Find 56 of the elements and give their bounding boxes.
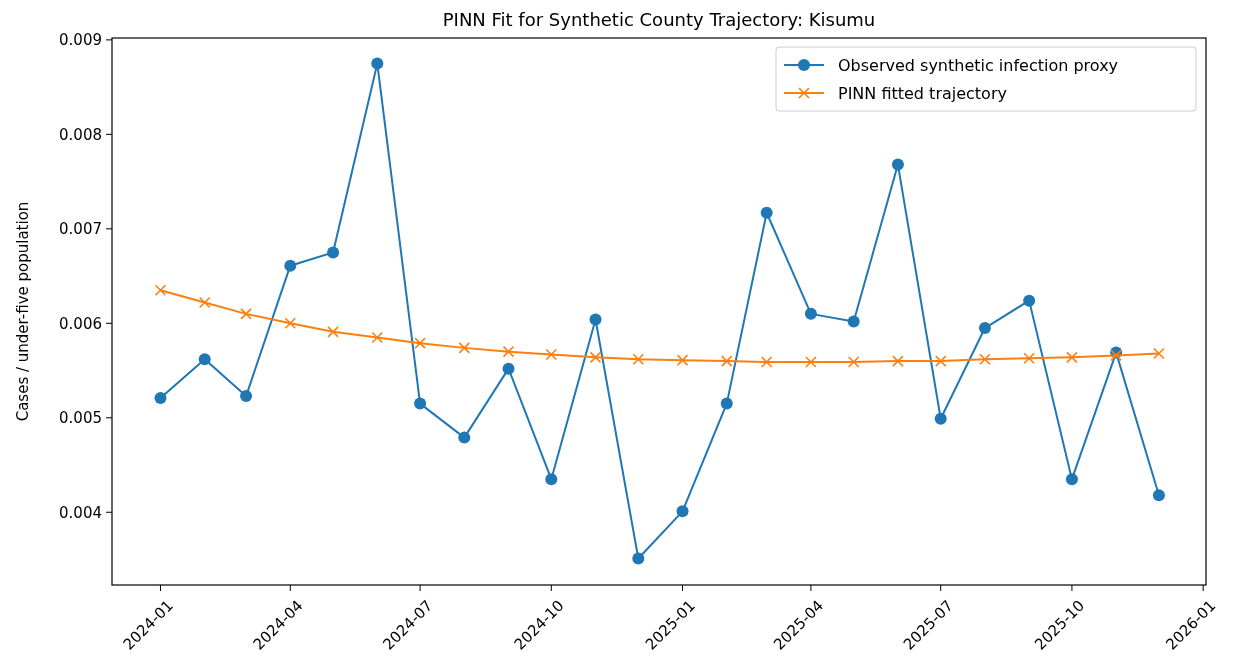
point (240, 390, 253, 403)
y-tick-label: 0.006 (59, 314, 102, 333)
point (589, 313, 602, 326)
point (458, 342, 471, 354)
point (502, 362, 515, 375)
point (545, 348, 558, 361)
point (720, 397, 733, 410)
point (371, 331, 384, 344)
point (632, 552, 645, 565)
point (154, 391, 167, 404)
point (198, 296, 211, 309)
point (979, 353, 991, 366)
point (154, 284, 167, 297)
point (1065, 473, 1078, 486)
point (892, 355, 904, 367)
point (198, 353, 211, 366)
point (891, 158, 904, 171)
point (1023, 294, 1036, 307)
y-tick-label: 0.009 (59, 31, 102, 50)
point (676, 354, 689, 366)
point (284, 317, 297, 330)
y-tick-label: 0.004 (59, 503, 102, 522)
point (934, 355, 947, 367)
y-tick-label: 0.005 (59, 409, 102, 428)
y-tick-label: 0.008 (59, 125, 102, 144)
point (805, 356, 817, 368)
point (327, 246, 340, 259)
legend-label: PINN fitted trajectory (838, 83, 1007, 103)
point (458, 431, 471, 444)
point (847, 356, 860, 368)
point (632, 353, 645, 366)
point (720, 355, 733, 367)
legend-label: Observed synthetic infection proxy (838, 55, 1119, 75)
point (1066, 351, 1078, 364)
point (978, 322, 991, 335)
point (804, 307, 817, 320)
point (1023, 352, 1035, 365)
point (760, 356, 773, 368)
point (545, 473, 558, 486)
point (414, 337, 426, 349)
point (676, 505, 689, 518)
point (1152, 489, 1165, 502)
point (284, 259, 297, 272)
point (371, 57, 384, 70)
point (760, 206, 773, 219)
point (589, 351, 602, 364)
point (327, 326, 339, 338)
point (847, 315, 860, 328)
chart-title: PINN Fit for Synthetic County Trajectory: Kisumu (442, 9, 876, 30)
y-axis-title: Cases / under-five population (14, 201, 32, 422)
point (414, 397, 427, 410)
point (934, 412, 947, 425)
point (240, 308, 252, 320)
y-tick-label: 0.007 (59, 220, 102, 239)
point (1153, 347, 1165, 360)
point (502, 345, 515, 358)
